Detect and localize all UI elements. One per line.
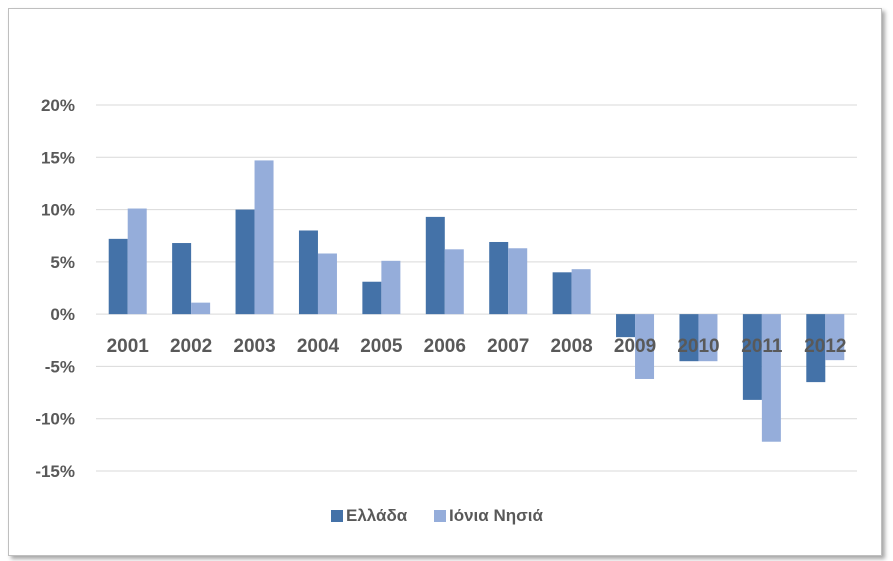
- bar-chart: 20%15%10%5%0%-5%-10%-15% 2001 2002 2003 200…: [35, 96, 857, 525]
- x-tick-label: 2012: [804, 336, 846, 357]
- bar-ellada: [235, 209, 255, 315]
- bar-ellada: [552, 272, 572, 315]
- x-tick-label: 2002: [170, 336, 212, 357]
- bar-ellada: [172, 243, 192, 315]
- y-tick-label: 15%: [41, 148, 75, 167]
- y-tick-label: 5%: [50, 253, 75, 272]
- x-tick-label: 2008: [550, 336, 592, 357]
- y-tick-label: 20%: [41, 96, 75, 115]
- x-tick-label: 2011: [741, 336, 783, 357]
- bar-ionia-nisia: [191, 302, 211, 315]
- bar-ionia-nisia: [127, 208, 147, 315]
- bars: [108, 160, 845, 442]
- bar-ionia-nisia: [761, 314, 781, 442]
- x-tick-label: 2006: [424, 336, 466, 357]
- x-tick-label: 2004: [297, 336, 340, 357]
- bar-ellada: [298, 230, 318, 315]
- legend-swatch: [331, 510, 343, 522]
- bar-ellada: [425, 216, 445, 315]
- bar-ellada: [616, 314, 636, 338]
- y-tick-label: 0%: [50, 305, 75, 324]
- y-tick-label: -10%: [35, 410, 75, 429]
- y-tick-label: -5%: [45, 357, 75, 376]
- bar-ionia-nisia: [508, 248, 528, 315]
- legend-label: Ιόνια Νησιά: [449, 506, 543, 525]
- x-axis-tick-labels: 2001 2002 2003 2004 2005 2006 2007 2008 2009 2010…: [107, 336, 847, 357]
- legend: Ελλάδα Ιόνια Νησιά: [331, 506, 543, 525]
- bar-ionia-nisia: [698, 314, 718, 362]
- bar-ellada: [742, 314, 762, 400]
- bar-ionia-nisia: [317, 253, 337, 315]
- bar-ellada: [362, 281, 382, 315]
- bar-ellada: [679, 314, 699, 362]
- legend-swatch: [434, 510, 446, 522]
- gridlines: [96, 104, 857, 472]
- bar-ellada: [489, 241, 509, 315]
- y-tick-label: 10%: [41, 201, 75, 220]
- x-tick-label: 2009: [614, 336, 656, 357]
- x-tick-label: 2003: [233, 336, 275, 357]
- x-tick-label: 2010: [677, 336, 719, 357]
- y-axis-tick-labels: 20% 15% 10% 5% 0% -5% -10% -15%: [35, 96, 75, 481]
- y-tick-label: -15%: [35, 462, 75, 481]
- bar-ionia-nisia: [571, 269, 591, 315]
- chart-frame: 20% 15% 10% 5% 0% -5% -10% -15% 2001 2002 2003 200…: [8, 8, 882, 556]
- x-tick-label: 2007: [487, 336, 529, 357]
- x-tick-label: 2005: [360, 336, 403, 357]
- bar-ellada: [806, 314, 826, 383]
- bar-ellada: [108, 238, 128, 315]
- bar-ionia-nisia: [635, 314, 655, 379]
- bar-ionia-nisia: [254, 160, 274, 315]
- bar-ionia-nisia: [825, 314, 845, 361]
- legend-label: Ελλάδα: [346, 506, 408, 525]
- bar-ionia-nisia: [381, 260, 401, 315]
- bar-ionia-nisia: [444, 249, 464, 315]
- x-tick-label: 2001: [107, 336, 150, 357]
